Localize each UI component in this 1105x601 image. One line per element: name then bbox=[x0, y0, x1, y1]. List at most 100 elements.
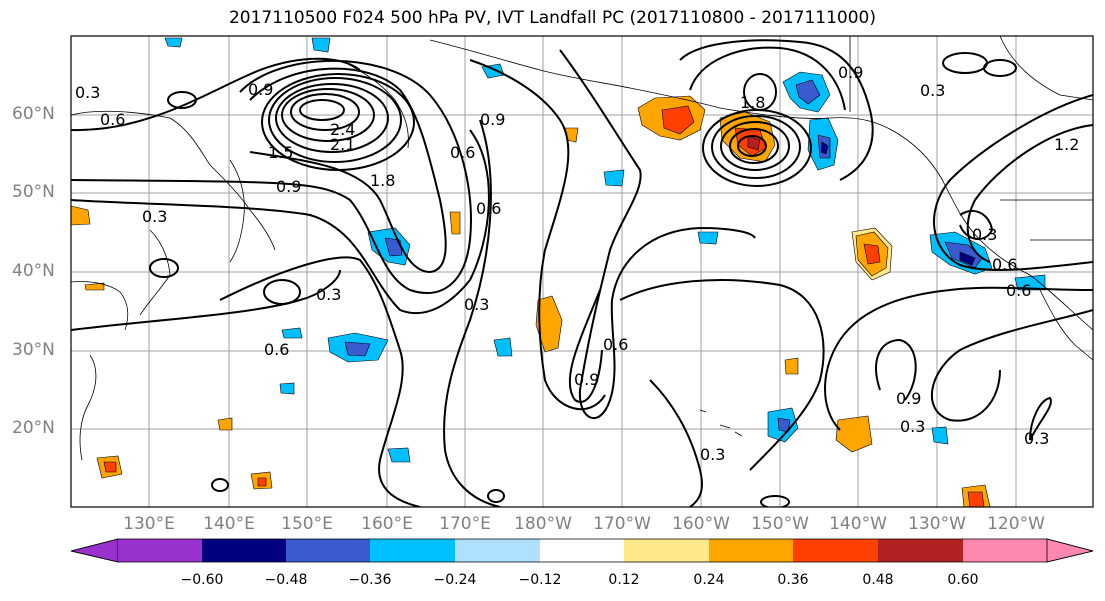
contour-sw-1 bbox=[875, 338, 917, 401]
contour-label: 0.6 bbox=[450, 143, 475, 162]
lat-label: 30°N bbox=[12, 340, 55, 360]
neg-patch-hawaii-core bbox=[777, 417, 791, 433]
contour-labels: 0.3 0.6 0.9 1.5 2.1 2.4 1.8 0.9 0.6 0.6 … bbox=[75, 63, 1079, 464]
pos-patch-small-5 bbox=[449, 211, 461, 235]
pos-patch-hawaii-east bbox=[835, 415, 873, 453]
contour-ring bbox=[268, 77, 402, 163]
lon-label: 140°E bbox=[203, 514, 255, 534]
colorbar-extend-right bbox=[1046, 538, 1094, 563]
map-border bbox=[70, 35, 1094, 508]
neg-patch-small-7 bbox=[931, 426, 949, 445]
neg-patch-small-1 bbox=[311, 37, 331, 53]
pos-patch-small-2 bbox=[217, 417, 233, 431]
pos-patch-small-4 bbox=[84, 282, 105, 291]
contour-label: 0.3 bbox=[920, 81, 945, 100]
lon-label: 130°E bbox=[123, 514, 175, 534]
colorbar-cell bbox=[624, 539, 709, 562]
contour-0.6-west bbox=[219, 256, 421, 507]
colorbar-outline bbox=[70, 538, 1094, 563]
lon-label: 160°E bbox=[361, 514, 413, 534]
contour-label: 0.9 bbox=[838, 63, 863, 82]
contour-blob bbox=[760, 495, 790, 507]
colorbar-tick: 0.24 bbox=[693, 572, 725, 588]
contour-label: 0.9 bbox=[896, 389, 921, 408]
neg-patch-coast-core2 bbox=[959, 251, 976, 266]
colorbar-cell bbox=[118, 539, 202, 562]
contour-label: 0.3 bbox=[972, 225, 997, 244]
pos-patch-ne-pac-core bbox=[863, 243, 881, 265]
pos-patch-dateline bbox=[535, 295, 563, 353]
contour-sw-2 bbox=[1029, 396, 1052, 441]
contour-ring bbox=[729, 128, 779, 164]
contour-ring bbox=[275, 83, 389, 153]
shaded-anomalies bbox=[71, 37, 1046, 507]
colorbar-cell bbox=[455, 539, 540, 562]
contour-label: 1.5 bbox=[268, 143, 293, 162]
contour-ring bbox=[290, 93, 360, 131]
lat-label: 60°N bbox=[12, 104, 55, 124]
contour-0.3-central bbox=[443, 119, 501, 507]
contour-label: 0.3 bbox=[142, 207, 167, 226]
lon-label: 170°W bbox=[593, 514, 651, 534]
map-title: 2017110500 F024 500 hPa PV, IVT Landfall… bbox=[228, 8, 876, 28]
neg-patch-small-4 bbox=[603, 169, 625, 187]
contour-east-1 bbox=[689, 46, 846, 111]
contour-ring bbox=[737, 135, 767, 157]
contour-trough-2 bbox=[71, 59, 472, 294]
lat-label: 40°N bbox=[12, 261, 55, 281]
neg-patch-bering-core bbox=[795, 79, 821, 105]
contour-blob bbox=[743, 73, 777, 111]
colorbar-cell bbox=[286, 539, 370, 562]
lon-label: 150°W bbox=[751, 514, 809, 534]
contour-label: 1.8 bbox=[740, 93, 765, 112]
contour-ring bbox=[281, 88, 375, 142]
contour-label: 0.9 bbox=[480, 110, 505, 129]
contour-label: 0.6 bbox=[603, 335, 628, 354]
contour-label: 2.4 bbox=[330, 120, 355, 139]
contour-ne-5 bbox=[931, 309, 1093, 422]
contour-label: 0.3 bbox=[464, 295, 489, 314]
pos-patch-small-3 bbox=[784, 357, 799, 375]
contour-label: 0.3 bbox=[1024, 429, 1049, 448]
contour-blob bbox=[263, 279, 301, 305]
neg-patch-small-5 bbox=[387, 447, 411, 463]
contour-trough-3 bbox=[71, 129, 490, 315]
colorbar-cell bbox=[793, 539, 878, 562]
contour-label: 0.6 bbox=[992, 255, 1017, 274]
contour-ne-3 bbox=[959, 210, 994, 240]
contour-label: 0.3 bbox=[900, 417, 925, 436]
lon-label: 170°E bbox=[439, 514, 491, 534]
neg-patch-gulf-core2 bbox=[820, 141, 829, 155]
neg-patch-small-11 bbox=[164, 37, 183, 48]
contour-blob bbox=[149, 258, 179, 278]
neg-patch-small-8 bbox=[697, 231, 719, 245]
pv-contours bbox=[71, 39, 1093, 507]
pos-patch-west-3 bbox=[71, 205, 91, 226]
pos-patch-south-core bbox=[967, 491, 985, 507]
contour-label: 0.3 bbox=[700, 445, 725, 464]
lat-label: 20°N bbox=[12, 418, 55, 438]
colorbar-tick: −0.48 bbox=[264, 572, 308, 588]
neg-patch-small-3 bbox=[493, 337, 513, 357]
neg-patch-small-9 bbox=[281, 327, 303, 339]
colorbar-extend-left bbox=[70, 538, 119, 563]
contour-0.9-north bbox=[71, 57, 361, 132]
contour-label: 0.3 bbox=[75, 83, 100, 102]
contour-ridge-2 bbox=[469, 59, 606, 411]
colorbar bbox=[70, 538, 1094, 563]
contour-label: 0.6 bbox=[264, 340, 289, 359]
lon-label: 150°E bbox=[281, 514, 333, 534]
contour-label: 0.6 bbox=[1006, 281, 1031, 300]
colorbar-cell bbox=[709, 539, 793, 562]
lon-label: 120°W bbox=[987, 514, 1045, 534]
contour-ne-1 bbox=[933, 94, 1093, 271]
contour-ring bbox=[299, 99, 345, 121]
contour-0.3-west bbox=[71, 269, 341, 331]
contour-hawaii bbox=[649, 379, 703, 507]
neg-patch-kuroshio-core bbox=[384, 237, 403, 257]
contour-label: 0.9 bbox=[574, 370, 599, 389]
contour-label: 1.8 bbox=[370, 171, 395, 190]
contour-label: 2.1 bbox=[330, 135, 355, 154]
contour-label: 0.6 bbox=[476, 199, 501, 218]
contour-blob bbox=[487, 489, 505, 503]
